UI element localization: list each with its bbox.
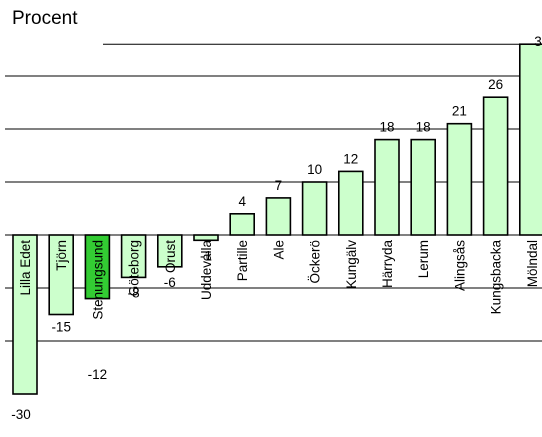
- data-label: -30: [11, 407, 31, 422]
- bar: [446, 122, 473, 236]
- category-label: Alingsås: [452, 240, 467, 291]
- bar: [157, 234, 183, 268]
- bar: [84, 234, 111, 300]
- category-label: Ale: [271, 240, 286, 260]
- data-label: 10: [307, 162, 322, 177]
- bar: [518, 43, 542, 236]
- data-label: -6: [164, 275, 176, 290]
- bar: [301, 181, 328, 236]
- y-axis-label: Procent: [12, 8, 78, 29]
- data-label: 36: [534, 34, 542, 49]
- bar: [48, 234, 75, 316]
- data-label: 7: [275, 178, 283, 193]
- category-label: Partille: [235, 240, 250, 281]
- bar: [337, 170, 364, 236]
- category-label: Mölndal: [525, 240, 540, 287]
- category-label: Kungsbacka: [489, 240, 504, 315]
- data-label: 4: [238, 194, 246, 209]
- category-label: Göteborg: [127, 240, 142, 296]
- category-label: Orust: [163, 240, 178, 273]
- bar: [265, 197, 292, 236]
- category-label: Lilla Edet: [18, 240, 33, 296]
- category-label: Härryda: [380, 240, 395, 289]
- category-label: Tjörn: [54, 240, 69, 271]
- data-label: 18: [379, 120, 394, 135]
- bar: [12, 234, 38, 395]
- category-label: Lerum: [416, 240, 431, 278]
- bar: [193, 234, 219, 242]
- bar: [120, 234, 147, 279]
- bar: [229, 213, 255, 236]
- data-label: 26: [488, 77, 503, 92]
- bar: [482, 96, 509, 236]
- data-label: 12: [343, 151, 358, 166]
- data-label: -8: [128, 285, 140, 300]
- category-label: Öckerö: [308, 240, 323, 284]
- data-label: -12: [88, 367, 108, 382]
- bar: [410, 138, 437, 236]
- category-label: Uddevalla: [199, 240, 214, 301]
- category-label: Kungälv: [344, 240, 359, 289]
- data-label: 18: [416, 120, 431, 135]
- data-label: -1: [200, 248, 212, 263]
- category-label: Stenungsund: [90, 240, 105, 320]
- data-label: -15: [51, 320, 71, 335]
- data-label: 21: [452, 104, 467, 119]
- bar: [374, 138, 400, 236]
